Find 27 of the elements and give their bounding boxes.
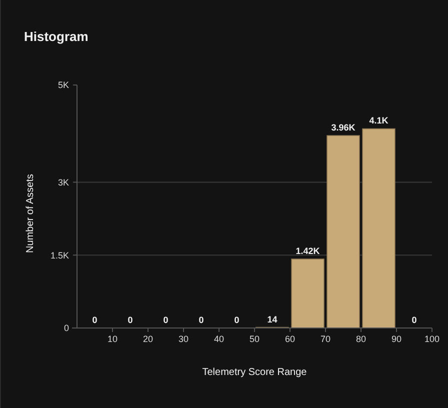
x-tick-label: 100 <box>424 334 440 344</box>
data-label: 0 <box>163 315 168 325</box>
y-tick-label: 3K <box>58 177 69 188</box>
x-tick-label: 90 <box>391 334 402 344</box>
data-label: 0 <box>128 315 133 325</box>
x-tick-label: 70 <box>320 334 331 344</box>
data-label: 0 <box>412 315 417 325</box>
chart-title: Histogram <box>24 29 88 44</box>
x-tick-label: 30 <box>178 334 189 344</box>
data-label: 0 <box>198 315 204 325</box>
x-tick-label: 20 <box>142 334 154 344</box>
x-tick-label: 40 <box>214 334 224 344</box>
data-label: 4.1K <box>369 116 389 126</box>
x-tick-label: 50 <box>249 334 260 344</box>
x-tick-label: 80 <box>356 334 366 344</box>
data-label: 14 <box>267 314 278 324</box>
data-label: 0 <box>234 315 240 325</box>
y-tick-label: 1.5K <box>50 250 69 260</box>
x-tick-label: 60 <box>284 334 296 344</box>
x-axis-title: Telemetry Score Range <box>202 367 308 378</box>
data-label: 0 <box>92 315 98 325</box>
y-tick-label: 0 <box>64 323 69 334</box>
y-tick-label: 5K <box>58 80 69 90</box>
data-label: 1.42K <box>296 246 320 256</box>
data-label: 3.96K <box>331 122 356 133</box>
x-tick-label: 10 <box>107 334 118 344</box>
y-axis-title: Number of Assets <box>25 174 36 253</box>
